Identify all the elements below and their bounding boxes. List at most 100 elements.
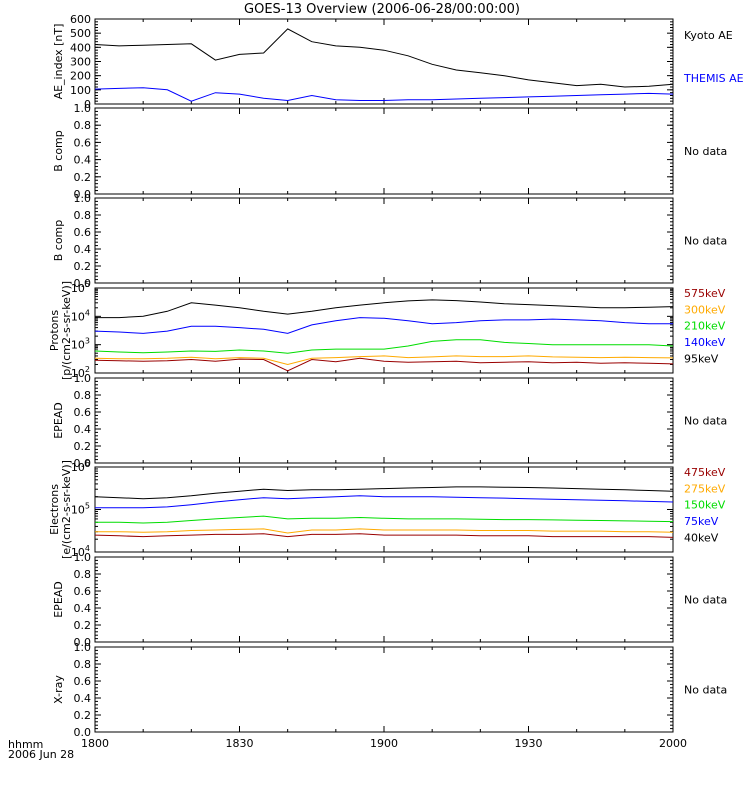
y-tick-label: 600 [70,13,91,26]
y-tick-label: 0 [84,98,91,111]
y-tick-base: 10 [71,310,85,323]
y-tick-label: 0.6 [74,585,92,598]
y-axis-label: X-ray [52,675,65,704]
y-tick-label: 0.2 [74,440,92,453]
x-tick-label: 1900 [370,737,398,750]
y-tick-label: 0.8 [74,568,92,581]
time-axis: hhmm 2006 Jun 28 1800 1830 1900 1930 2000 [8,737,687,761]
y-tick-label: 0.6 [74,675,92,688]
panel-2: 0.0 0.2 0.4 0.6 0.8 1.0 B comp No data [52,102,727,201]
y-axis-label: B comp [52,130,65,172]
y-tick-label: 0.0 [74,277,92,290]
y-tick-base: 10 [71,461,85,474]
legend-entry: 575keV [684,287,726,300]
y-tick-label: 0.4 [74,692,92,705]
y-tick-label: 0.8 [74,119,92,132]
y-tick-label: 500 [70,27,91,40]
y-tick-label: 0.4 [74,243,92,256]
y-tick-exponent: 6 [85,459,90,468]
panel-frame [94,556,674,643]
no-data-label: No data [684,594,727,607]
no-data-label: No data [684,415,727,428]
y-tick-label: 102 [71,365,90,380]
y-tick-label: 105 [71,502,90,517]
panel-frame [94,18,674,105]
y-tick-exponent: 2 [85,365,90,374]
y-tick-exponent: 5 [85,280,90,289]
y-tick-label: 1.0 [74,102,92,115]
y-tick-label: 0.8 [74,389,92,402]
series-line-575kev [94,357,674,372]
panel-frame [94,197,674,284]
legend-entry: 95keV [684,352,719,365]
y-tick-label: 1.0 [74,641,92,654]
y-tick-label: 1.0 [74,372,92,385]
y-tick-exponent: 3 [85,337,90,346]
series-line-140kev [94,317,673,334]
y-tick-label: 1.0 [74,551,92,564]
legend-entry: Kyoto AE [684,29,733,42]
y-tick-label: 0.2 [74,619,92,632]
panel-8: 0.0 0.2 0.4 0.6 0.8 1.0 X-ray No data [52,641,727,739]
series-line-kyoto-ae [94,28,674,88]
y-axis-label: EPEAD [52,581,65,618]
legend-entry: 275keV [684,482,726,495]
y-axis-label: B comp [52,220,65,262]
no-data-label: No data [684,235,727,248]
series-line-275kev [95,528,674,534]
series-line-150kev [95,515,674,524]
y-tick-label: 0.0 [74,188,92,201]
y-tick-base: 10 [71,504,85,517]
y-tick-label: 104 [71,308,90,323]
date-label: 2006 Jun 28 [8,748,74,761]
y-axis-label: EPEAD [52,402,65,439]
legend-entry: 75keV [684,515,719,528]
y-axis-units: [p/(cm2-s-sr-keV)] [60,281,73,380]
y-tick-label: 0.4 [74,423,92,436]
series-line-40kev [94,486,674,500]
legend-entry: 140keV [684,336,726,349]
y-tick-label: 103 [71,337,90,352]
x-tick-label: 1930 [515,737,543,750]
no-data-label: No data [684,684,727,697]
series-line-95kev [95,299,674,319]
y-tick-base: 10 [71,282,85,295]
y-tick-label: 0.0 [74,636,92,649]
panel-5: 0.0 0.2 0.4 0.6 0.8 1.0 EPEAD No data [52,372,727,470]
y-tick-label: 400 [70,41,91,54]
y-tick-base: 10 [71,339,85,352]
panel-frame [94,646,674,733]
x-tick-label: 2000 [659,737,687,750]
y-tick-label: 106 [71,459,90,474]
y-tick-label: 300 [70,56,91,69]
series-line-themis-ae [94,87,674,102]
y-tick-label: 100 [70,84,91,97]
x-tick-label: 1800 [81,737,109,750]
y-axis-label: AE_index [nT] [52,24,65,100]
y-axis-label: Protons [48,310,61,351]
legend-entry: 150keV [684,499,726,512]
panel-frame [94,377,674,464]
no-data-label: No data [684,145,727,158]
legend-entry: 40keV [684,531,719,544]
y-axis-units: [e/(cm2-s-sr-keV)] [60,460,73,559]
figure-title: GOES-13 Overview (2006-06-28/00:00:00) [244,2,520,17]
legend-entry: THEMIS AE [683,72,744,85]
y-tick-base: 10 [71,367,85,380]
time-format-label: hhmm [8,738,43,751]
series-line-210kev [94,339,674,354]
y-tick-exponent: 4 [85,308,90,317]
y-tick-label: 1.0 [74,192,92,205]
legend-entry: 475keV [684,466,726,479]
y-tick-label: 0.6 [74,406,92,419]
panel-3: 0.0 0.2 0.4 0.6 0.8 1.0 B comp No data [52,192,727,290]
x-tick-label: 1830 [226,737,254,750]
series-line-475kev [94,533,674,538]
panel-7: 0.0 0.2 0.4 0.6 0.8 1.0 EPEAD No data [52,551,727,649]
series-line-300kev [94,355,674,366]
legend-entry: 300keV [684,303,726,316]
